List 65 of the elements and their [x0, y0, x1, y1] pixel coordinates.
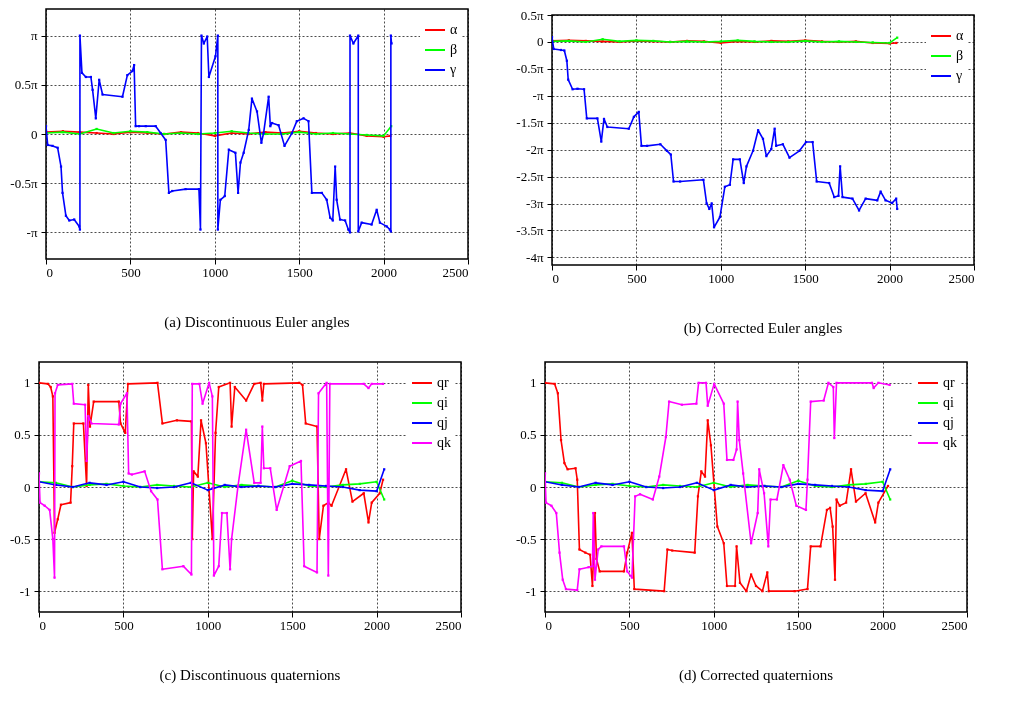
y-tick-label: -1: [19, 583, 31, 599]
y-tick-label: -3.5π: [516, 222, 544, 238]
y-tick-label: 0.5: [520, 427, 537, 443]
y-tick-label: 1: [24, 375, 31, 391]
x-tick-label: 500: [121, 264, 141, 280]
legend-label: γ: [955, 68, 963, 83]
legend-label: qj: [437, 415, 448, 430]
y-tick-label: -1: [525, 583, 537, 599]
x-tick-label: 1000: [202, 264, 229, 280]
y-tick-label: π: [30, 28, 38, 44]
y-tick-label: 0: [537, 34, 544, 50]
x-tick-label: 2000: [870, 617, 897, 633]
legend-label: qr: [437, 375, 449, 390]
y-tick-label: -3π: [526, 196, 544, 212]
x-tick-label: 1500: [279, 617, 306, 633]
y-tick-label: 1: [530, 375, 537, 391]
y-tick-label: -0.5π: [10, 175, 38, 191]
x-tick-label: 500: [627, 270, 647, 286]
x-tick-label: 0: [552, 270, 559, 286]
x-tick-label: 1000: [701, 617, 728, 633]
y-tick-label: -2.5π: [516, 169, 544, 185]
x-tick-label: 2500: [435, 617, 462, 633]
legend-label: α: [450, 22, 458, 37]
y-tick-label: 0: [24, 479, 31, 495]
y-tick-label: -0.5: [9, 531, 31, 547]
y-tick-label: 0.5π: [520, 7, 544, 23]
legend-label: β: [956, 48, 964, 63]
y-tick-label: 0.5: [14, 427, 31, 443]
y-tick-label: -π: [532, 88, 544, 104]
x-tick-label: 2000: [877, 270, 904, 286]
legend-label: qk: [437, 435, 451, 450]
y-tick-label: -0.5π: [516, 61, 544, 77]
legend-label: qr: [943, 375, 955, 390]
legend-label: qi: [437, 395, 448, 410]
x-tick-label: 1500: [792, 270, 819, 286]
y-tick-label: 0.5π: [14, 77, 38, 93]
x-tick-label: 500: [114, 617, 134, 633]
y-tick-label: -π: [26, 224, 38, 240]
x-tick-label: 500: [620, 617, 640, 633]
y-tick-label: -0.5: [515, 531, 537, 547]
legend-label: qj: [943, 415, 954, 430]
x-tick-label: 1000: [195, 617, 222, 633]
x-tick-label: 2000: [364, 617, 391, 633]
x-tick-label: 0: [46, 264, 53, 280]
text: (c) Discontinuous quaternions: [159, 667, 341, 684]
y-tick-label: 0: [31, 126, 38, 142]
legend-label: qi: [943, 395, 954, 410]
x-tick-label: 2000: [371, 264, 398, 280]
x-tick-label: 2500: [941, 617, 968, 633]
x-tick-label: 1500: [785, 617, 812, 633]
y-tick-label: -2π: [526, 142, 544, 158]
y-tick-label: -1.5π: [516, 115, 544, 131]
x-tick-label: 1500: [286, 264, 313, 280]
legend-label: γ: [449, 62, 457, 77]
legend-label: β: [450, 42, 458, 57]
text: (b) Corrected Euler angles: [683, 320, 843, 337]
legend-label: α: [956, 28, 964, 43]
text: (a) Discontinuous Euler angles: [164, 314, 350, 331]
y-tick-label: 0: [530, 479, 537, 495]
x-tick-label: 1000: [708, 270, 735, 286]
x-tick-label: 2500: [948, 270, 975, 286]
legend-label: qk: [943, 435, 957, 450]
x-tick-label: 2500: [442, 264, 469, 280]
text: (d) Corrected quaternions: [678, 667, 834, 684]
y-tick-label: -4π: [526, 249, 544, 265]
